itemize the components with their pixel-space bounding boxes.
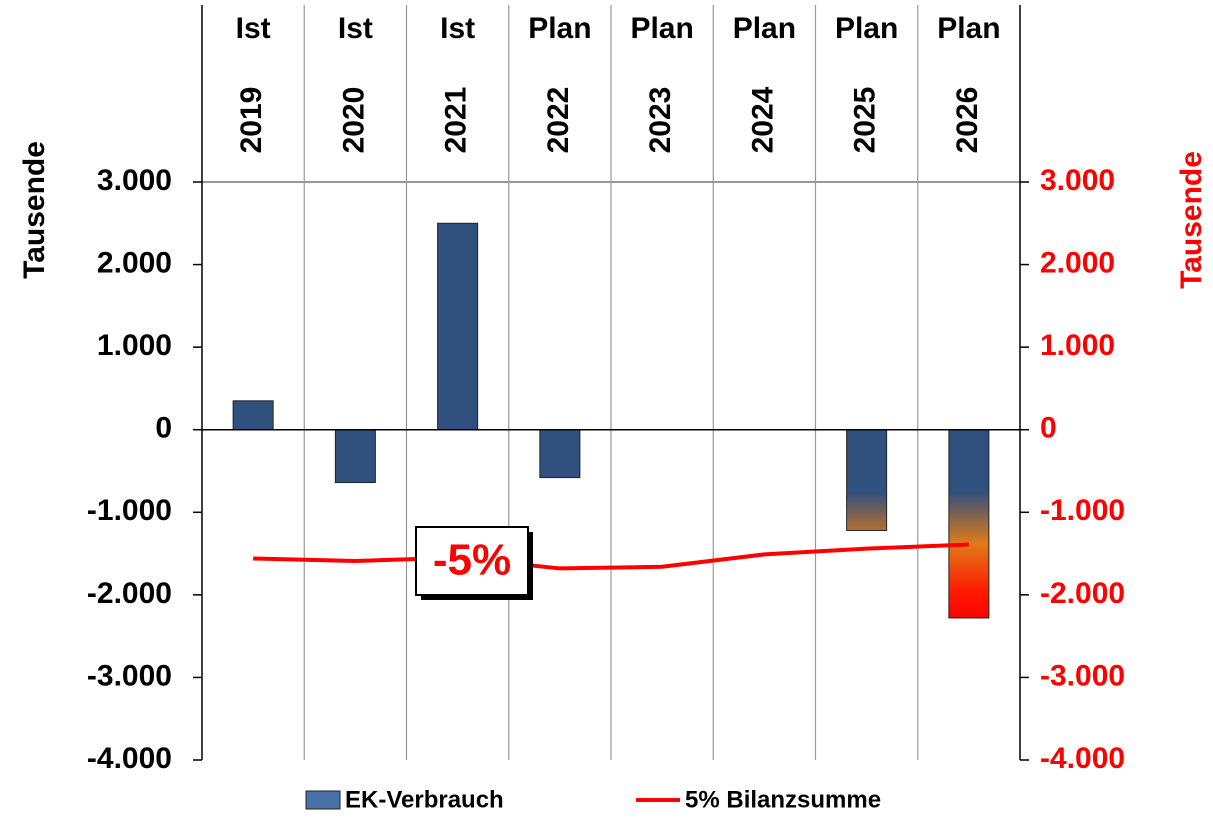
x-tick-label: 2026: [951, 87, 984, 154]
x-tick-label: 2020: [337, 87, 370, 154]
y2-tick-label: 0: [1040, 412, 1057, 445]
y2-tick-label: 2.000: [1040, 246, 1115, 279]
y2-tick-label: -2.000: [1040, 577, 1125, 610]
y-tick-label: 1.000: [97, 329, 172, 362]
y-tick-label: 2.000: [97, 246, 172, 279]
y2-tick-label: 1.000: [1040, 329, 1115, 362]
x-tick-label: 2022: [542, 87, 575, 154]
x-tick-label: 2019: [235, 87, 268, 154]
category-group: Ist: [440, 12, 475, 45]
category-group: Plan: [733, 12, 796, 45]
category-group: Plan: [528, 12, 591, 45]
x-tick-label: 2024: [746, 86, 779, 153]
bar: [846, 429, 888, 531]
y2-tick-label: -4.000: [1040, 742, 1125, 775]
y-axis-label: Tausende: [18, 141, 51, 279]
y2-tick-label: 3.000: [1040, 164, 1115, 197]
bar: [539, 429, 581, 479]
annotation-box: [415, 526, 529, 596]
y2-tick-label: -3.000: [1040, 659, 1125, 692]
line: [253, 542, 969, 571]
category-group: Plan: [937, 12, 1000, 45]
y-tick-label: 3.000: [97, 164, 172, 197]
category-group: Plan: [835, 12, 898, 45]
y2-tick-label: -1.000: [1040, 494, 1125, 527]
x-tick-label: 2023: [644, 87, 677, 154]
category-group: Ist: [338, 12, 373, 45]
bar: [948, 429, 990, 619]
y-tick-label: 0: [155, 412, 172, 445]
annotation: -5%: [415, 526, 529, 596]
y-tick-label: -2.000: [87, 577, 172, 610]
annotation-text: -5%: [433, 536, 511, 585]
bar: [232, 400, 274, 431]
legend-swatch: [305, 790, 341, 810]
category-group: Ist: [236, 12, 271, 45]
y-tick-label: -3.000: [87, 659, 172, 692]
y2-axis-label: Tausende: [1175, 151, 1208, 289]
bar: [334, 429, 376, 484]
y-tick-label: -1.000: [87, 494, 172, 527]
x-tick-label: 2025: [849, 87, 882, 154]
y-tick-label: -4.000: [87, 742, 172, 775]
category-group: Plan: [630, 12, 693, 45]
x-tick-label: 2021: [440, 87, 473, 154]
bar: [437, 222, 479, 431]
legend-label: 5% Bilanzsumme: [685, 786, 881, 813]
legend-label: EK-Verbrauch: [345, 786, 504, 813]
